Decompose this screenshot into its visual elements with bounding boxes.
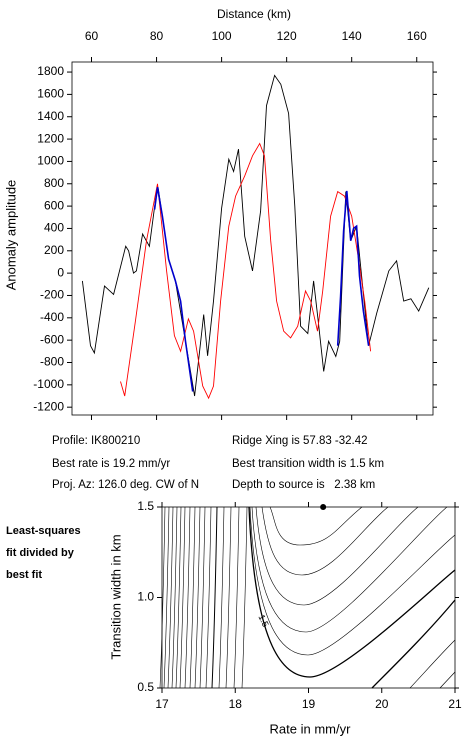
contour-line	[269, 506, 363, 546]
x-tick-label: 17	[155, 697, 169, 711]
y-tick-label: -1000	[33, 377, 64, 391]
y-tick-label: -400	[40, 310, 64, 324]
best-fit-point	[320, 504, 327, 510]
contour-line	[189, 506, 196, 689]
contour-line	[184, 506, 191, 689]
annotation: Ridge Xing is 57.83 -32.42	[232, 435, 368, 447]
contour-line	[205, 506, 212, 689]
contour-line	[199, 506, 206, 689]
annotation: Depth to source is 2.38 km	[232, 479, 375, 491]
contour-line	[211, 506, 218, 689]
contour-line	[251, 506, 448, 633]
y-tick-label: 0	[57, 265, 64, 279]
y-tick-label: 1.5	[137, 499, 154, 513]
contour-line	[371, 599, 456, 689]
contour-line	[261, 506, 389, 576]
contour-line	[255, 506, 419, 606]
y-tick-label: 400	[44, 221, 64, 235]
y-tick-label: -1200	[33, 399, 64, 413]
x-tick-label: 19	[302, 697, 316, 711]
annotation: Best rate is 19.2 mm/yr	[52, 458, 170, 470]
bottom-y-label: Transition width in km	[108, 534, 123, 659]
x-tick-label: 120	[277, 29, 297, 43]
y-tick-label: 1600	[37, 87, 64, 101]
contour-line	[225, 506, 232, 689]
x-tick-label: 160	[407, 29, 427, 43]
y-tick-label: 1800	[37, 64, 64, 78]
contour-line	[179, 506, 186, 689]
y-tick-label: 1200	[37, 131, 64, 145]
x-tick-label: 21	[448, 697, 462, 711]
x-tick-label: 18	[229, 697, 243, 711]
annotation: Proj. Az: 126.0 deg. CW of N	[52, 479, 199, 491]
top-frame	[71, 61, 434, 416]
side-note: Least-squares	[6, 525, 81, 537]
contour-line	[194, 506, 201, 689]
contour-line	[167, 506, 174, 689]
series-line	[153, 186, 370, 392]
contour-line	[249, 506, 456, 656]
contour-line	[163, 506, 170, 689]
x-tick-label: 140	[342, 29, 362, 43]
y-tick-label: -800	[40, 355, 64, 369]
x-tick-label: 100	[212, 29, 232, 43]
y-tick-label: 800	[44, 176, 64, 190]
bottom-x-label: Rate in mm/yr	[270, 721, 352, 736]
y-tick-label: 200	[44, 243, 64, 257]
x-tick-label: 20	[375, 697, 389, 711]
contour-line	[175, 506, 182, 689]
contour-line	[159, 506, 166, 689]
top-y-label: Anomaly amplitude	[3, 180, 18, 291]
y-tick-label: -600	[40, 332, 64, 346]
annotation: Profile: IK800210	[52, 435, 140, 447]
side-note: best fit	[6, 569, 42, 581]
series-line	[120, 142, 372, 400]
bottom-frame	[161, 506, 456, 689]
annotation: Best transition width is 1.5 km	[232, 458, 384, 470]
y-tick-label: 600	[44, 198, 64, 212]
contour-line	[248, 506, 456, 678]
x-tick-label: 60	[85, 29, 99, 43]
side-note: fit divided by	[6, 547, 75, 559]
y-tick-label: 1400	[37, 109, 64, 123]
contour-line	[241, 506, 248, 689]
top-title: Distance (km)	[217, 7, 291, 21]
contour-line	[409, 639, 456, 689]
y-tick-label: 0.5	[137, 680, 154, 694]
contour-line	[439, 671, 456, 689]
contour-line	[171, 506, 178, 689]
y-tick-label: -200	[40, 288, 64, 302]
y-tick-label: 1000	[37, 154, 64, 168]
contour-line	[218, 506, 225, 689]
series-line	[81, 74, 430, 397]
x-tick-label: 80	[150, 29, 164, 43]
contour-line	[233, 506, 240, 689]
y-tick-label: 1.0	[137, 590, 154, 604]
